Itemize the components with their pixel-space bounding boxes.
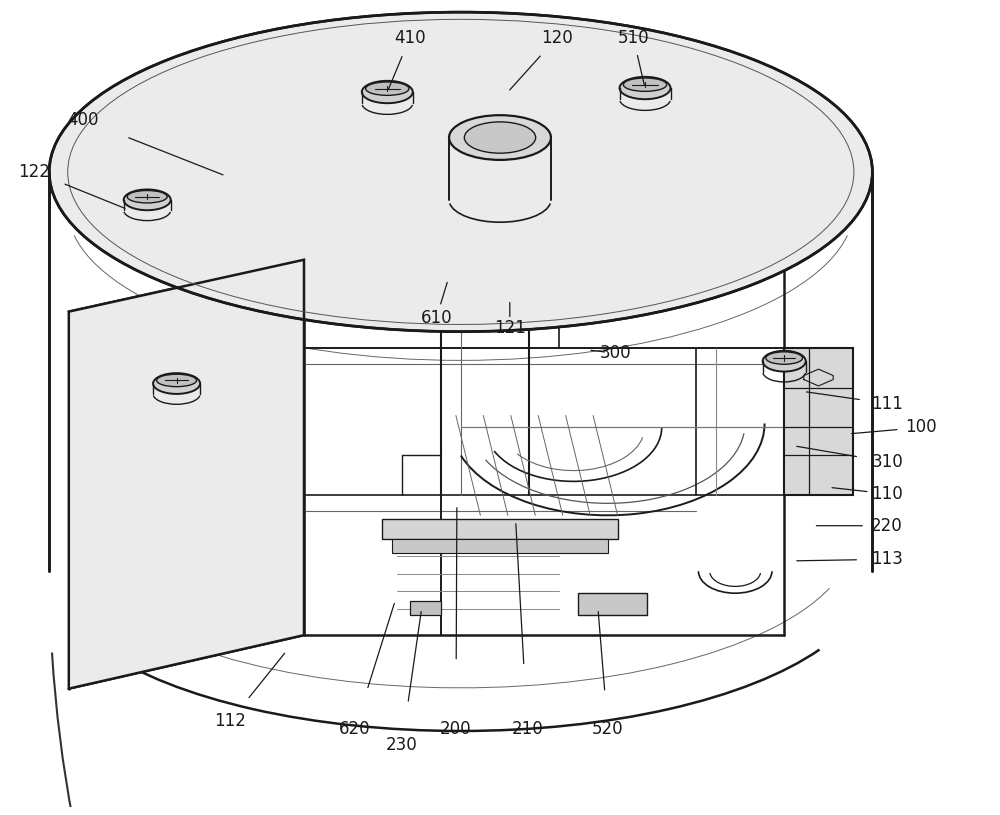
Text: 220: 220 [871,517,903,535]
Text: 300: 300 [600,344,631,362]
Text: 230: 230 [386,736,418,754]
Ellipse shape [127,191,167,203]
Text: 100: 100 [906,418,937,437]
Polygon shape [392,540,608,553]
Text: 110: 110 [871,485,903,503]
Polygon shape [69,260,304,689]
Text: 120: 120 [541,29,573,46]
Ellipse shape [623,78,667,91]
Polygon shape [784,347,853,496]
Text: 400: 400 [68,111,99,129]
Ellipse shape [362,81,413,104]
Text: 510: 510 [617,29,649,46]
Text: 610: 610 [420,309,452,327]
Ellipse shape [620,77,671,99]
Text: 200: 200 [440,720,472,738]
Polygon shape [49,12,872,332]
Text: 111: 111 [871,394,903,412]
Text: 410: 410 [394,29,426,46]
Ellipse shape [763,350,806,372]
Ellipse shape [366,82,409,95]
Ellipse shape [449,115,551,160]
Ellipse shape [157,374,197,386]
Ellipse shape [766,352,803,364]
Polygon shape [578,593,647,615]
Polygon shape [410,601,441,615]
Text: 520: 520 [592,720,624,738]
Text: 310: 310 [871,453,903,471]
Ellipse shape [124,189,171,210]
Text: 113: 113 [871,550,903,568]
Text: 620: 620 [339,720,371,738]
Text: 112: 112 [215,711,246,729]
Text: 210: 210 [512,720,543,738]
Polygon shape [382,519,618,540]
Text: 121: 121 [494,319,526,337]
Text: 122: 122 [19,163,50,181]
Ellipse shape [464,122,536,153]
Ellipse shape [153,373,200,394]
